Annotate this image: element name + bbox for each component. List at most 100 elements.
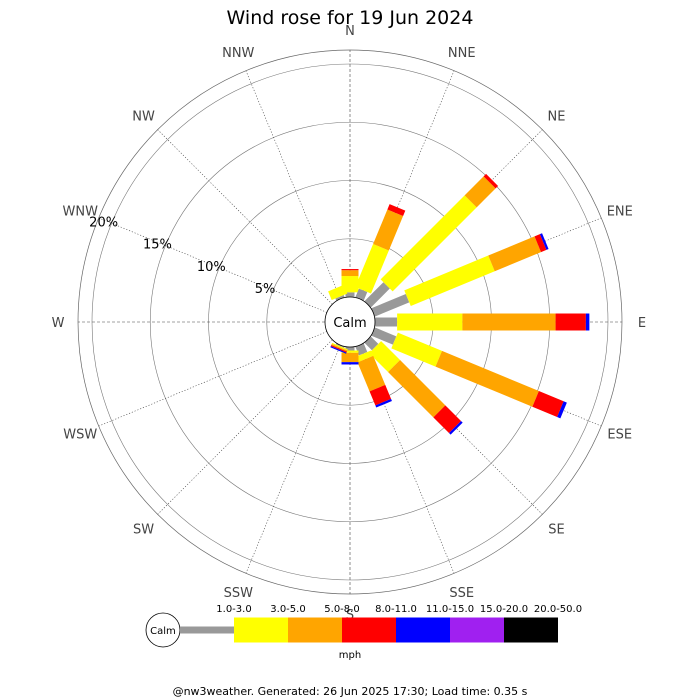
legend-units: mph [339, 650, 361, 661]
bar-ne-8.0-11.0 [483, 173, 499, 189]
bar-s-11.0-15.0 [341, 362, 359, 365]
spoke-sw [157, 339, 333, 515]
legend-swatch-1.0-3.0 [180, 626, 234, 634]
bar-group-e [374, 313, 590, 331]
legend-calm-label: Calm [150, 626, 176, 637]
bar-n-8.0-11.0 [341, 269, 359, 271]
bar-ene-1.0-3.0 [371, 294, 410, 317]
bar-nnw-3.0-5.0 [328, 284, 348, 301]
bar-nne-5.0-8.0 [373, 209, 404, 251]
direction-label-n: N [345, 24, 355, 39]
legend-label-11.0-15.0: 11.0-15.0 [426, 604, 474, 615]
bar-ne-5.0-8.0 [464, 176, 496, 208]
bar-s-5.0-8.0 [341, 352, 359, 363]
spoke-nne [359, 70, 455, 300]
bar-sse-3.0-5.0 [355, 350, 374, 363]
bar-group-ene [371, 233, 549, 317]
direction-label-w: W [52, 316, 65, 331]
chart-bars [328, 173, 590, 435]
bar-se-8.0-11.0 [433, 405, 462, 434]
bar-group-ne [364, 173, 499, 308]
bar-nne-1.0-3.0 [355, 288, 368, 301]
bar-ese-11.0-15.0 [557, 401, 567, 419]
bar-ene-8.0-11.0 [534, 234, 547, 253]
bar-ssw-1.0-3.0 [335, 343, 345, 348]
calm-circle: Calm [324, 296, 376, 348]
direction-label-se: SE [548, 522, 564, 537]
bar-s-3.0-5.0 [341, 350, 359, 353]
direction-label-sse: SSE [449, 586, 474, 601]
direction-label-wnw: WNW [63, 204, 99, 219]
direction-label-nw: NW [132, 110, 155, 125]
bar-group-sse [355, 343, 392, 408]
direction-label-e: E [638, 316, 646, 331]
bar-e-5.0-8.0 [462, 313, 556, 331]
bar-group-se [364, 336, 463, 435]
bar-ese-5.0-8.0 [435, 350, 539, 407]
bar-n-5.0-8.0 [341, 270, 359, 277]
bar-group-nne [355, 204, 406, 301]
direction-label-ese: ESE [607, 428, 632, 443]
legend-label-3.0-5.0: 3.0-5.0 [270, 604, 305, 615]
spoke-wnw [98, 217, 328, 313]
direction-label-s: S [346, 608, 354, 623]
legend-label-5.0-8.0: 5.0-8.0 [324, 604, 359, 615]
legend-swatch-3.0-5.0 [234, 617, 288, 643]
legend-label-1.0-3.0: 1.0-3.0 [216, 604, 251, 615]
legend-swatch-11.0-15.0 [396, 617, 450, 643]
direction-label-nnw: NNW [222, 46, 254, 61]
spoke-nw [157, 129, 333, 305]
legend-label-8.0-11.0: 8.0-11.0 [375, 604, 417, 615]
bar-group-s [341, 347, 359, 365]
bar-group-ese [371, 327, 567, 419]
bar-ne-3.0-5.0 [380, 195, 477, 292]
bar-ene-5.0-8.0 [488, 236, 542, 272]
bar-ssw-3.0-5.0 [331, 342, 348, 351]
direction-label-ssw: SSW [224, 586, 254, 601]
ring-label-15: 15% [143, 238, 172, 253]
ring-label-20: 20% [89, 215, 118, 230]
direction-label-ene: ENE [607, 204, 633, 219]
bar-ssw-5.0-8.0 [331, 343, 348, 352]
bar-se-11.0-15.0 [448, 420, 463, 435]
bar-sse-11.0-15.0 [375, 398, 392, 408]
bar-ese-3.0-5.0 [391, 332, 443, 367]
direction-label-nne: NNE [448, 46, 476, 61]
bar-group-n [341, 269, 359, 297]
bar-ne-1.0-3.0 [364, 282, 390, 308]
bar-sse-5.0-8.0 [357, 355, 386, 392]
bar-sse-8.0-11.0 [369, 384, 392, 406]
bar-e-3.0-5.0 [397, 313, 463, 331]
bar-e-1.0-3.0 [374, 317, 398, 327]
legend-label-20.0-50.0: 20.0-50.0 [534, 604, 582, 615]
spoke-ssw [245, 344, 341, 574]
ring-label-10: 10% [197, 260, 226, 275]
chart-legend: Calm 1.0-3.0 3.0-5.0 5.0-8.0 8.0-11.0 11.0-15… [145, 604, 582, 661]
chart-title: Wind rose for 19 Jun 2024 [227, 7, 474, 29]
bar-e-11.0-15.0 [585, 313, 590, 331]
bar-n-1.0-3.0 [345, 292, 355, 297]
bar-se-3.0-5.0 [369, 341, 401, 373]
chart-labels: N NNE NE ENE E ESE SE SSE S SSW SW WSW W WNW NW NNW 5% 10… [52, 24, 647, 623]
bar-ene-11.0-15.0 [539, 233, 549, 250]
legend-swatch-8.0-11.0 [342, 617, 396, 643]
bar-ssw-8.0-11.0 [330, 345, 347, 353]
direction-label-wsw: WSW [63, 428, 97, 443]
spoke-nnw [245, 70, 341, 300]
direction-label-sw: SW [133, 522, 154, 537]
bar-ese-1.0-3.0 [371, 327, 397, 345]
bar-group-ssw [330, 342, 348, 354]
spoke-wsw [98, 331, 328, 427]
spoke-sse [359, 344, 455, 574]
bar-group-nnw [328, 284, 348, 301]
legend-swatch-15.0-20.0 [450, 617, 504, 643]
bar-nne-3.0-5.0 [355, 243, 389, 294]
bar-se-5.0-8.0 [388, 360, 446, 418]
bar-e-8.0-11.0 [555, 313, 586, 331]
calm-label: Calm [333, 316, 366, 331]
legend-swatch-5.0-8.0 [288, 617, 342, 643]
bar-n-3.0-5.0 [341, 276, 359, 293]
legend-label-15.0-20.0: 15.0-20.0 [480, 604, 528, 615]
bar-ene-3.0-5.0 [404, 255, 495, 307]
